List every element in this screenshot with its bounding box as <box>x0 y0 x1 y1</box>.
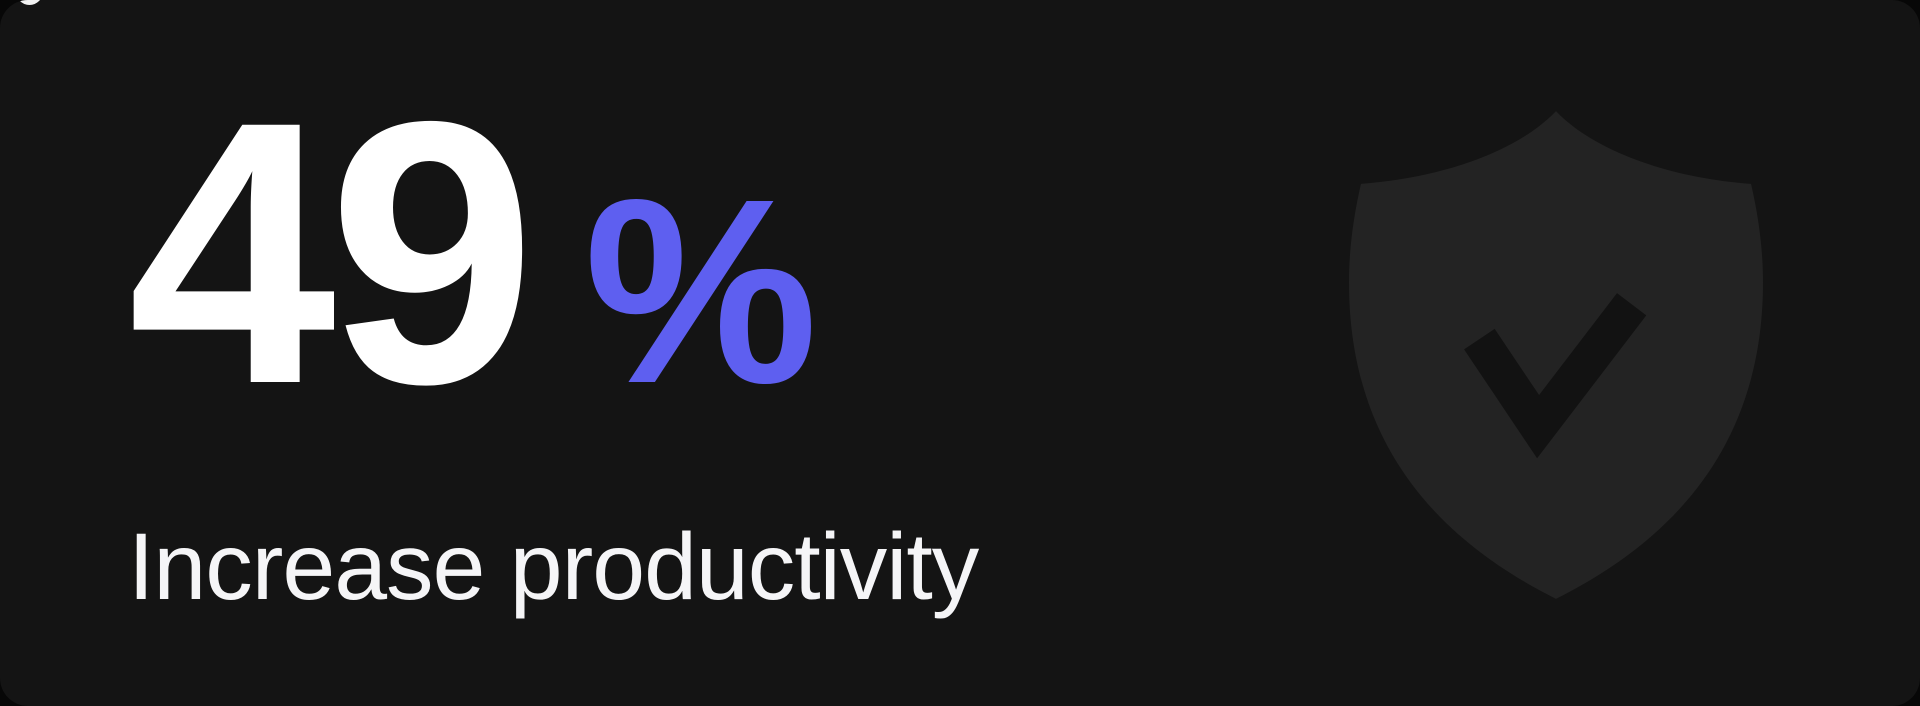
stat-value: 49 <box>128 44 536 462</box>
check-mark <box>1464 293 1647 459</box>
percent-sign: % <box>584 144 818 438</box>
shield-check-icon <box>1349 111 1763 599</box>
corner-artifact <box>16 0 43 5</box>
stat-row: 49 % <box>128 66 818 440</box>
stat-label: Increase productivity <box>128 514 979 620</box>
shield-shape <box>1349 111 1763 599</box>
